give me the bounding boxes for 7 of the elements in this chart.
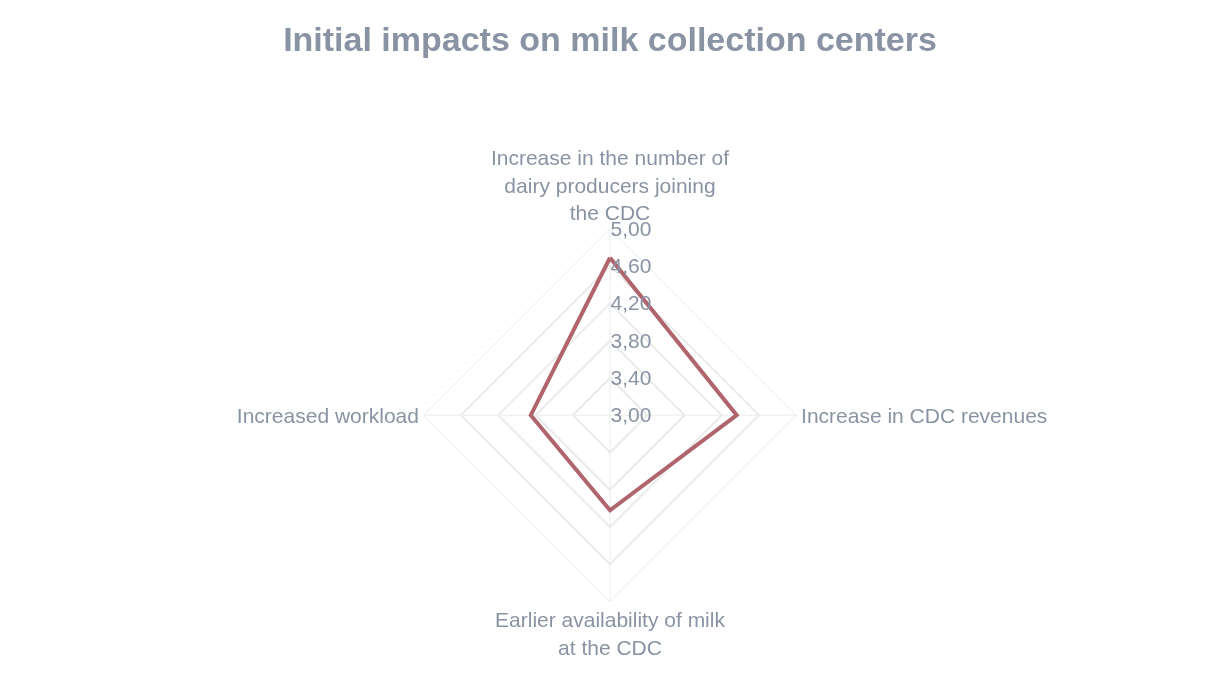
spoke-label: Earlier availability of milk at the CDC <box>495 608 726 659</box>
chart-title: Initial impacts on milk collection centers <box>283 20 937 59</box>
spoke-label: Increase in CDC revenues <box>801 403 1048 427</box>
y-tick-label: 3,00 <box>610 403 652 427</box>
y-tick-label: 3,80 <box>610 328 652 352</box>
y-tick-label: 3,40 <box>610 365 652 389</box>
spoke-label: Increased workload <box>236 403 419 427</box>
